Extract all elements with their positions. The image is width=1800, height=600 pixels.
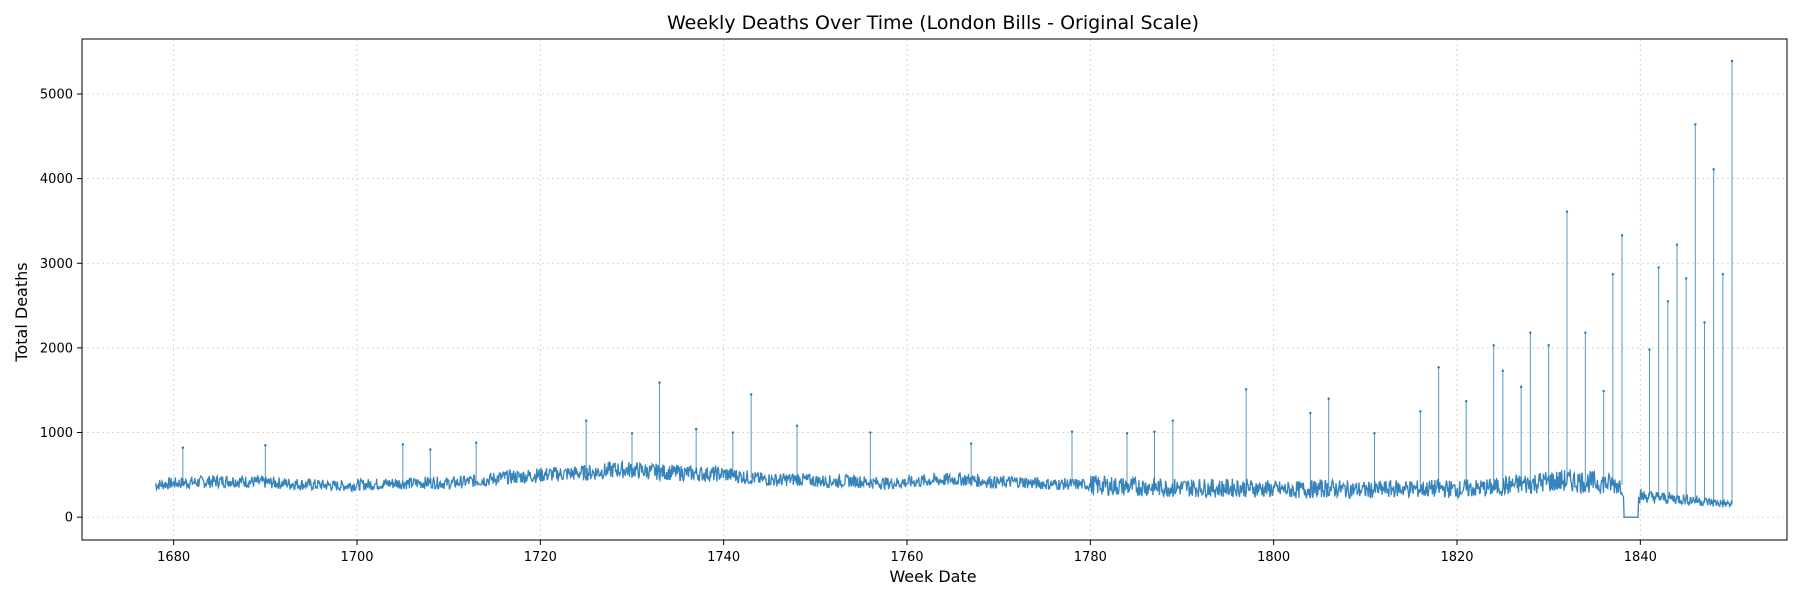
x-tick-label: 1800 (1257, 550, 1290, 565)
spike-point (1684, 277, 1688, 280)
spike-point (429, 448, 432, 451)
spike-point (1492, 344, 1495, 347)
plot-frame (81, 38, 1788, 541)
x-tick-label: 1720 (524, 550, 557, 565)
spike-point (1070, 430, 1074, 433)
spike-point (1703, 321, 1706, 324)
spike-point (1437, 366, 1440, 369)
x-tick-label: 1820 (1440, 550, 1473, 565)
spike-point (1565, 210, 1569, 213)
y-axis-ticks: 0 1000 2000 3000 4000 5000 (40, 88, 82, 526)
spike-point (1675, 243, 1679, 246)
spike-point (401, 443, 405, 446)
spike-point (1666, 300, 1670, 303)
spike-point (1620, 234, 1624, 237)
spike-point (1153, 430, 1156, 433)
spike-point (1694, 123, 1697, 126)
x-axis-ticks: 1680 1700 1720 1740 1760 1780 1800 1820 1840 (157, 540, 1657, 565)
spike-point (630, 432, 634, 435)
spike-point (1721, 273, 1725, 276)
x-tick-label: 1840 (1624, 550, 1657, 565)
spike-point (1602, 389, 1605, 393)
spike-point (1125, 432, 1129, 435)
x-tick-label: 1780 (1074, 550, 1107, 565)
spike-point (969, 442, 973, 445)
spike-lines (181, 59, 1734, 505)
y-axis-label: Total Deaths (12, 262, 31, 362)
spike-point (1373, 432, 1376, 435)
spike-point (1529, 331, 1532, 334)
y-tick-label: 1000 (40, 426, 73, 441)
grid-lines (82, 39, 1787, 540)
spike-point (1327, 397, 1330, 400)
spike-point (584, 419, 588, 422)
y-tick-label: 0 (65, 511, 73, 526)
spike-point (1584, 331, 1587, 334)
spike-point (1657, 266, 1660, 269)
x-tick-label: 1700 (340, 550, 373, 565)
spike-point (1309, 411, 1312, 415)
chart-title: Weekly Deaths Over Time (London Bills - … (667, 12, 1199, 34)
x-tick-label: 1760 (890, 550, 923, 565)
spike-point (1501, 369, 1505, 372)
spike-point (1519, 385, 1523, 389)
series-line (154, 459, 1733, 518)
spike-point (1244, 388, 1248, 391)
data-layer (154, 59, 1734, 518)
spike-point (749, 393, 753, 396)
y-tick-label: 5000 (40, 88, 73, 103)
y-tick-label: 4000 (40, 172, 73, 187)
spike-point (1464, 400, 1468, 403)
y-tick-label: 3000 (40, 257, 73, 272)
x-tick-label: 1680 (157, 550, 190, 565)
spike-point (1171, 419, 1175, 422)
y-tick-label: 2000 (40, 341, 73, 356)
spike-point (1547, 344, 1550, 347)
spike-point (1648, 348, 1651, 351)
spike-point (1419, 410, 1422, 413)
x-axis-label: Week Date (889, 567, 976, 586)
spike-point (795, 424, 799, 427)
spike-point (1730, 59, 1734, 63)
spike-point (264, 444, 267, 447)
spike-point (1611, 273, 1615, 276)
spike-point (869, 431, 872, 434)
spike-point (1712, 168, 1715, 171)
spike-point (731, 431, 735, 434)
x-tick-label: 1740 (707, 550, 740, 565)
spike-point (658, 381, 661, 384)
spike-point (694, 427, 698, 431)
spike-point (181, 446, 185, 449)
spike-point (474, 441, 478, 444)
